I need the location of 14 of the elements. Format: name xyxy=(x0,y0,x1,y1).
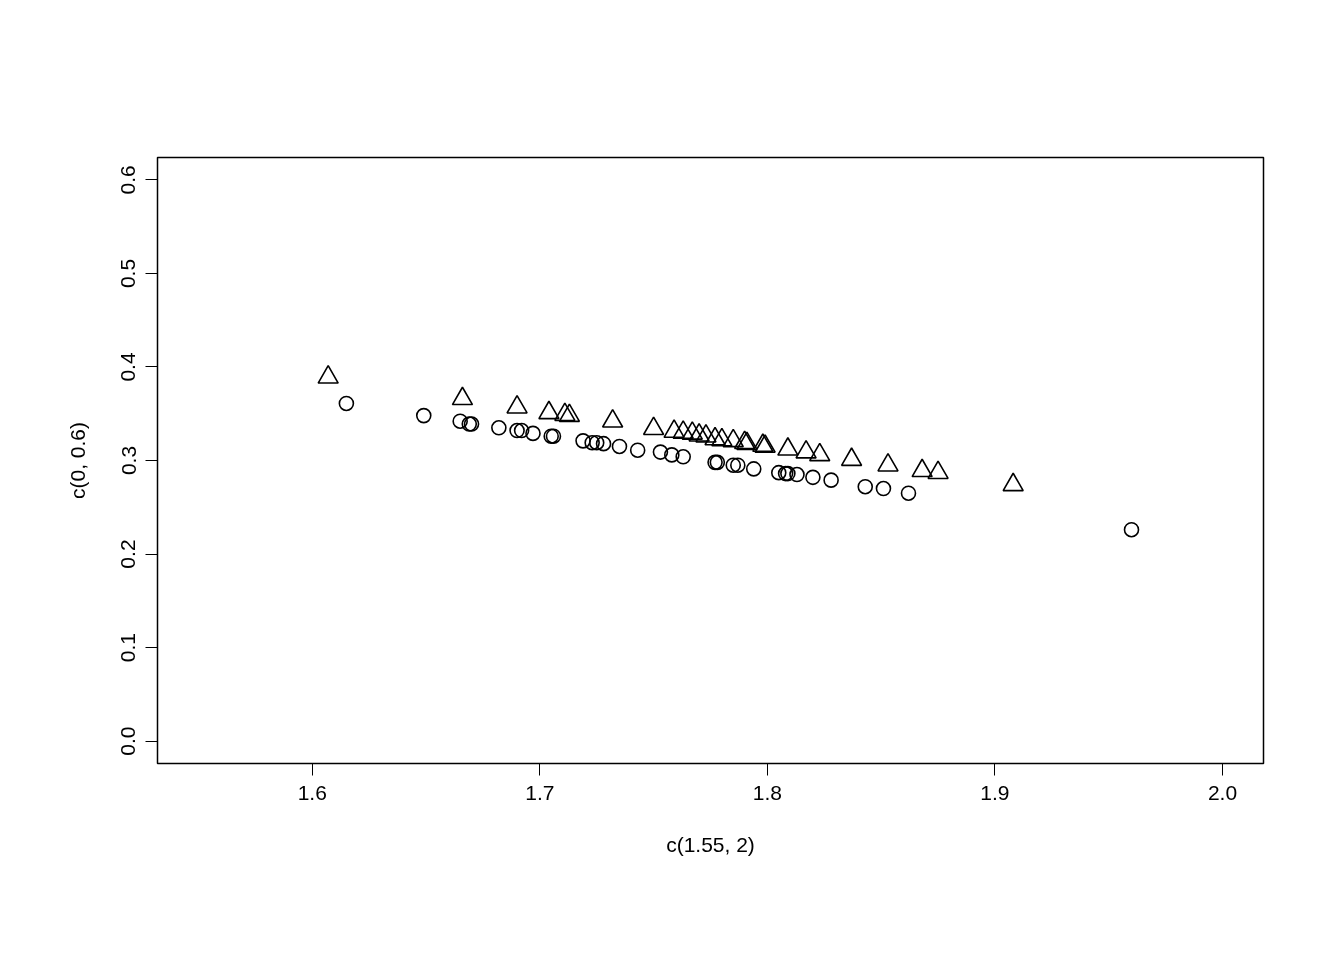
x-tick-label: 2.0 xyxy=(1207,780,1238,804)
y-tick-label: 0.6 xyxy=(116,165,140,195)
x-axis-title: c(1.55, 2) xyxy=(666,832,755,856)
y-tick-label: 0.2 xyxy=(116,539,140,569)
x-tick-label: 1.8 xyxy=(752,780,782,804)
y-axis-title: c(0, 0.6) xyxy=(65,421,89,500)
y-tick-label: 0.5 xyxy=(116,258,140,289)
y-tick-label: 0.0 xyxy=(116,726,140,756)
y-tick-label: 0.4 xyxy=(116,352,140,382)
x-tick-label: 1.7 xyxy=(525,780,555,804)
x-tick-label: 1.6 xyxy=(297,780,327,804)
y-tick-label: 0.3 xyxy=(116,445,140,476)
x-tick-label: 1.9 xyxy=(980,780,1010,804)
y-tick-label: 0.1 xyxy=(116,632,140,663)
